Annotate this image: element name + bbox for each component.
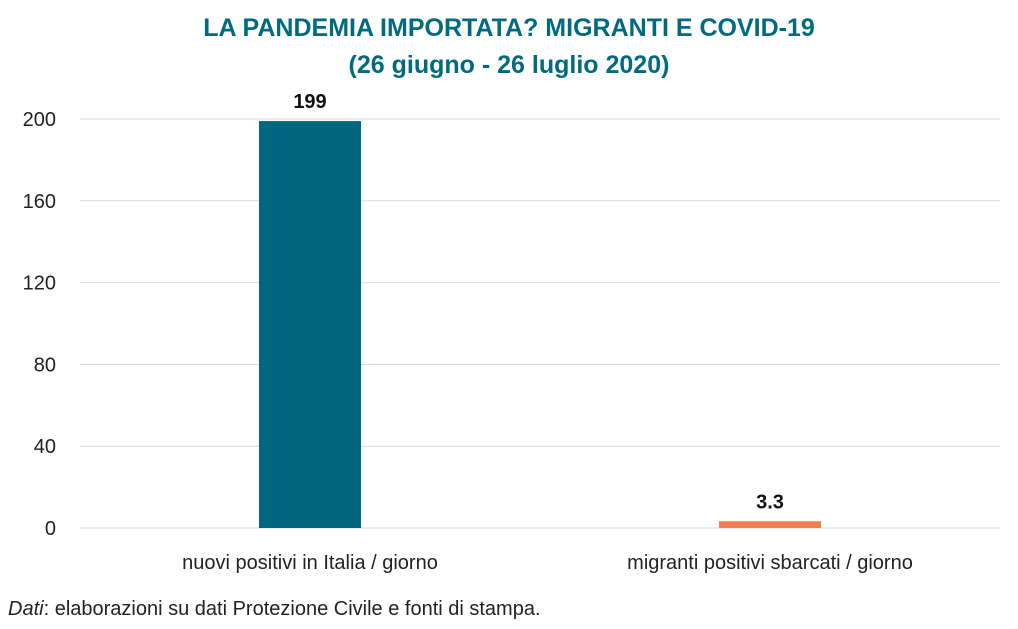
x-axis: nuovi positivi in Italia / giorno migrant… xyxy=(182,552,913,574)
y-tick-label-200: 200 xyxy=(23,109,56,131)
bars xyxy=(259,121,821,529)
data-label-2: 3.3 xyxy=(756,491,784,513)
source-text: : elaborazioni su dati Protezione Civile… xyxy=(43,598,541,620)
source-note: Dati: elaborazioni su dati Protezione Ci… xyxy=(8,598,541,621)
y-tick-label-80: 80 xyxy=(34,354,56,376)
data-labels: 199 3.3 xyxy=(293,91,784,513)
category-label-1: nuovi positivi in Italia / giorno xyxy=(182,552,438,574)
category-label-2: migranti positivi sbarcati / giorno xyxy=(627,552,913,574)
source-prefix: Dati xyxy=(8,598,44,620)
chart-title: LA PANDEMIA IMPORTATA? MIGRANTI E COVID-… xyxy=(203,14,815,42)
chart-subtitle: (26 giugno - 26 luglio 2020) xyxy=(349,51,670,79)
y-tick-label-40: 40 xyxy=(34,436,56,458)
gridlines xyxy=(80,118,1000,529)
y-tick-label-120: 120 xyxy=(23,273,56,295)
y-tick-label-0: 0 xyxy=(45,518,56,540)
y-axis: 0 40 80 120 160 200 xyxy=(23,109,56,540)
bar-1 xyxy=(259,121,361,529)
y-tick-label-160: 160 xyxy=(23,191,56,213)
data-label-1: 199 xyxy=(293,91,326,113)
bar-2 xyxy=(719,521,821,528)
